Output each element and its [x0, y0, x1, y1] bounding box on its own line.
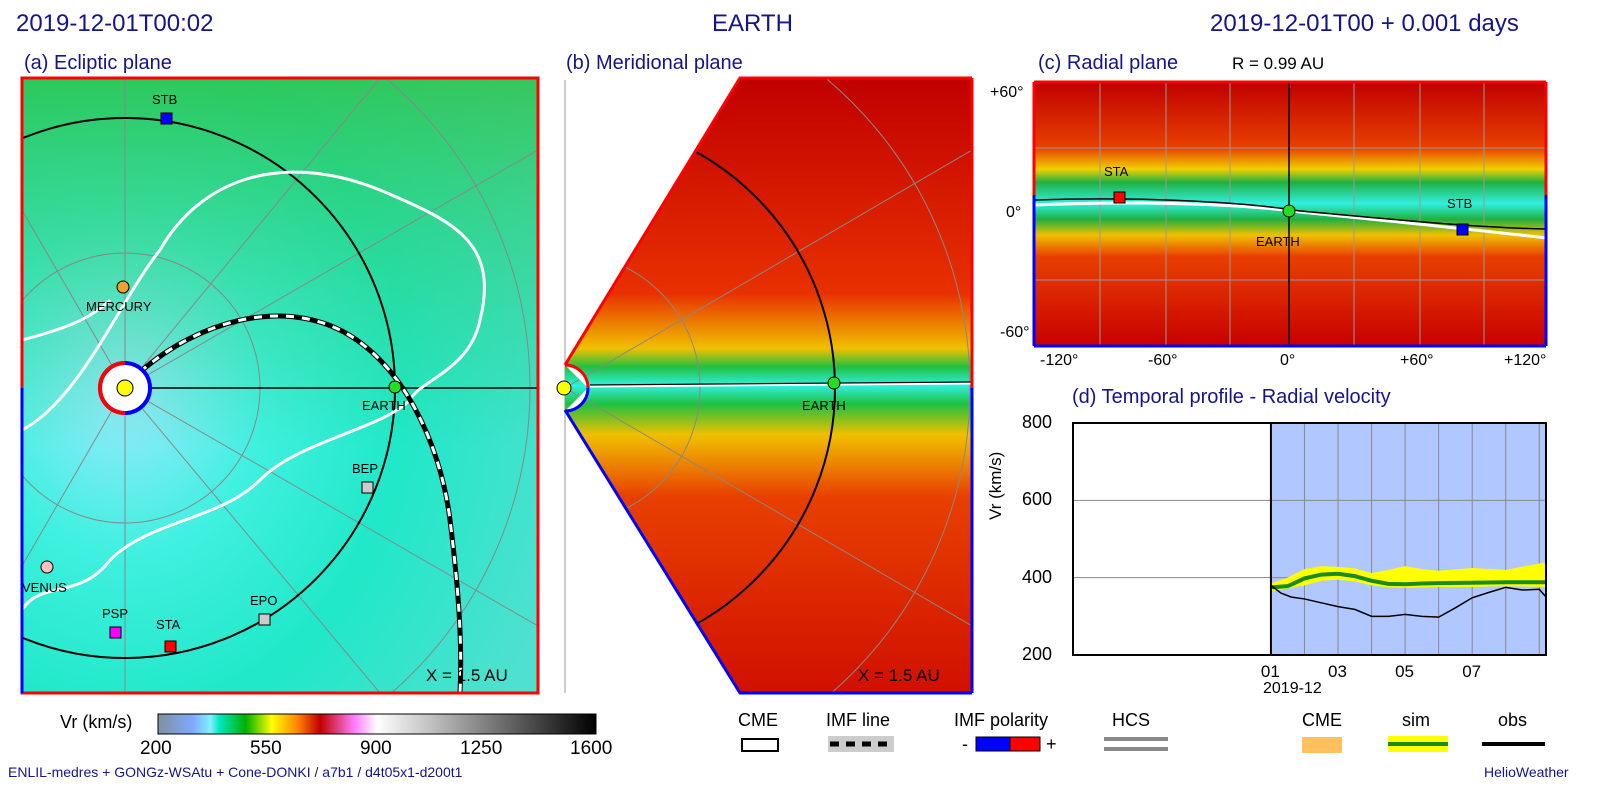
d-xtick: 05	[1395, 662, 1415, 681]
legend-hcs: HCS	[1112, 710, 1151, 730]
d-ytick: 800	[1022, 412, 1053, 432]
label-stb-c: STB	[1447, 196, 1473, 211]
legend-polarity-pos	[1009, 736, 1041, 752]
imf-line	[139, 314, 463, 693]
c-ytick: -60°	[1000, 324, 1030, 341]
d-xtick: 07	[1462, 662, 1482, 681]
label-sta-c: STA	[1104, 164, 1129, 179]
c-ytick: 0°	[1006, 204, 1022, 221]
panel-d-title: (d) Temporal profile - Radial velocity	[1072, 386, 1391, 408]
c-xtick: +60°	[1400, 352, 1434, 369]
colorbar	[157, 713, 597, 735]
legend-plus: +	[1046, 734, 1057, 754]
obs-line	[1270, 584, 1547, 618]
colorbar-tick: 1600	[570, 738, 613, 759]
run-info: ENLIL-medres + GONGz-WSAtu + Cone-DONKI …	[8, 764, 463, 780]
stb-marker	[160, 112, 173, 125]
forecast-region	[1270, 423, 1546, 655]
earth-marker-b	[827, 376, 841, 390]
legend-d-cme-glyph	[1302, 737, 1342, 753]
legend-imf-polarity: IMF polarity	[954, 710, 1049, 730]
temporal-profile-chart	[1072, 422, 1547, 656]
c-xtick: -60°	[1148, 352, 1178, 369]
venus-marker	[40, 560, 54, 574]
earth-marker	[388, 380, 402, 394]
brand: HelioWeather	[1484, 764, 1569, 780]
panel-b-title: (b) Meridional plane	[566, 52, 743, 74]
d-xtick: 01	[1260, 662, 1280, 681]
scale-b: X = 1.5 AU	[858, 666, 940, 685]
sun-icon	[116, 379, 134, 397]
c-xtick: 0°	[1280, 352, 1296, 369]
legend-cme: CME	[738, 710, 778, 730]
label-epo: EPO	[250, 593, 278, 608]
c-xtick: +120°	[1504, 352, 1547, 369]
target-title: EARTH	[712, 10, 793, 37]
legend-polarity-neg	[975, 736, 1011, 752]
plot-frame	[1072, 422, 1547, 656]
d-ytick: 600	[1022, 489, 1053, 510]
scale-a: X = 1.5 AU	[426, 666, 508, 685]
d-ytick: 200	[1022, 644, 1053, 664]
colorbar-tick: 900	[360, 738, 392, 759]
sta-marker	[164, 640, 177, 653]
colorbar-label: Vr (km/s)	[60, 712, 133, 732]
mercury-marker	[116, 280, 130, 294]
d-xtick: 03	[1328, 662, 1347, 681]
timestamp-right: 2019-12-01T00 + 0.001 days	[1210, 10, 1519, 37]
legend-minus: -	[962, 734, 968, 754]
colorbar-tick: 1250	[460, 738, 503, 759]
psp-marker	[109, 626, 122, 639]
panel-c-radius: R = 0.99 AU	[1232, 54, 1325, 73]
legend-d-cme: CME	[1302, 710, 1342, 730]
epo-marker	[258, 613, 271, 626]
earth-marker-c	[1282, 204, 1296, 218]
label-earth-b: EARTH	[802, 398, 846, 413]
sta-marker-c	[1113, 191, 1126, 204]
panel-a-title: (a) Ecliptic plane	[24, 52, 172, 74]
legend-imf-bg	[828, 736, 894, 752]
d-ylabel: Vr (km/s)	[986, 451, 1005, 520]
legend-imf-line: IMF line	[826, 710, 891, 730]
colorbar-tick: 550	[250, 738, 282, 759]
label-bep: BEP	[352, 461, 379, 476]
sim-line	[1270, 571, 1546, 590]
colorbar-tick: 200	[140, 738, 172, 759]
label-mercury: MERCURY	[86, 299, 152, 314]
legend-hcs-glyph	[1104, 737, 1168, 741]
label-venus: VENUS	[22, 580, 67, 595]
label-psp: PSP	[102, 606, 129, 621]
legend-cme-glyph	[741, 738, 779, 752]
ecliptic-plane-panel	[22, 78, 538, 693]
stb-marker-c	[1456, 223, 1469, 236]
legend-sim: sim	[1402, 710, 1430, 730]
label-stb: STB	[152, 92, 178, 107]
c-xtick: -120°	[1040, 352, 1079, 369]
legend-hcs-glyph-2	[1104, 747, 1168, 751]
c-ytick: +60°	[990, 84, 1024, 101]
bep-marker	[361, 481, 374, 494]
d-ytick: 400	[1022, 566, 1053, 587]
timestamp-left: 2019-12-01T00:02	[16, 10, 214, 37]
hcs-lines	[22, 170, 486, 611]
label-sta: STA	[156, 617, 181, 632]
panel-c-title: (c) Radial plane	[1038, 52, 1179, 74]
label-earth-c: EARTH	[1256, 234, 1300, 249]
radial-plane-panel	[1032, 80, 1548, 348]
legend-obs: obs	[1498, 710, 1528, 730]
label-earth-a: EARTH	[362, 398, 406, 413]
d-xlabel: 2019-12	[1263, 680, 1322, 697]
